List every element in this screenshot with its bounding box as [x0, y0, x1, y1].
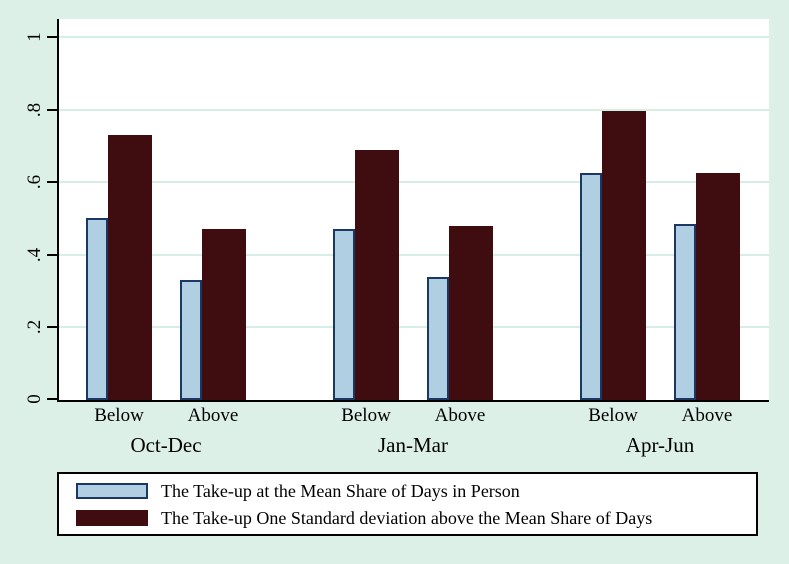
- legend-label-mean: The Take-up at the Mean Share of Days in…: [161, 480, 520, 501]
- y-tick-label: 0: [24, 394, 45, 404]
- category-label: Above: [434, 405, 486, 426]
- legend-label-sd-above: The Take-up One Standard deviation above…: [161, 507, 653, 528]
- category-label: Below: [588, 405, 638, 426]
- y-tick-label: .6: [24, 175, 45, 190]
- legend: The Take-up at the Mean Share of Days in…: [57, 472, 758, 536]
- category-label: Above: [681, 405, 733, 426]
- y-axis-tick: [47, 398, 57, 400]
- gridline: [59, 36, 769, 38]
- gridline: [59, 326, 769, 329]
- y-axis-tick: [47, 253, 57, 256]
- legend-entry-sd-above: The Take-up One Standard deviation above…: [76, 509, 756, 527]
- gridline: [59, 253, 769, 256]
- plot-area: 0 .2 .4 .6 .8 1: [24, 19, 769, 404]
- category-label: Below: [94, 405, 144, 426]
- y-tick-label: .8: [24, 102, 45, 117]
- gridline: [59, 181, 769, 184]
- bar-sd-above-Oct-Dec-Above: [202, 229, 246, 400]
- y-tick-label: 1: [24, 32, 45, 42]
- bar-mean-Jan-Mar-Below: [333, 229, 355, 400]
- group-label: Apr-Jun: [625, 433, 695, 457]
- bar-mean-Apr-Jun-Above: [674, 224, 696, 400]
- bar-sd-above-Jan-Mar-Above: [449, 226, 493, 400]
- bar-mean-Oct-Dec-Below: [86, 218, 108, 400]
- legend-entry-mean: The Take-up at the Mean Share of Days in…: [76, 482, 756, 500]
- category-label: Below: [341, 405, 391, 426]
- y-tick-label: .2: [24, 320, 45, 335]
- y-tick-label: .4: [24, 247, 45, 262]
- legend-swatch-sd-above-icon: [76, 509, 148, 526]
- bar-sd-above-Jan-Mar-Below: [355, 150, 399, 400]
- bar-mean-Apr-Jun-Below: [580, 173, 602, 400]
- y-axis-tick: [47, 181, 57, 184]
- bar-mean-Oct-Dec-Above: [180, 280, 202, 400]
- category-label: Above: [187, 405, 239, 426]
- group-label: Jan-Mar: [378, 433, 448, 457]
- y-axis-tick: [47, 36, 57, 38]
- gridline: [59, 108, 769, 111]
- bar-mean-Jan-Mar-Above: [427, 277, 449, 400]
- bar-sd-above-Oct-Dec-Below: [108, 135, 152, 400]
- y-axis-tick: [47, 326, 57, 329]
- group-label: Oct-Dec: [130, 433, 202, 457]
- legend-swatch-mean-icon: [76, 482, 148, 499]
- bar-sd-above-Apr-Jun-Above: [696, 173, 740, 400]
- y-axis-tick: [47, 108, 57, 111]
- bar-sd-above-Apr-Jun-Below: [602, 111, 646, 400]
